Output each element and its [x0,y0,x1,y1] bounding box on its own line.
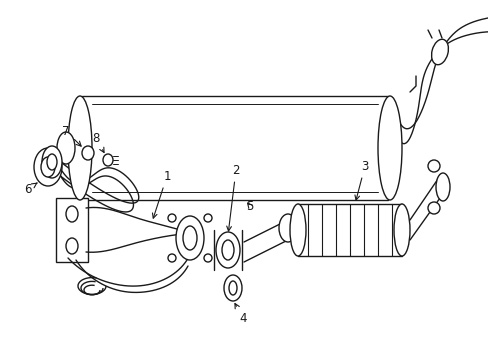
Ellipse shape [203,254,212,262]
Ellipse shape [57,132,75,164]
Ellipse shape [427,202,439,214]
Text: 8: 8 [92,131,104,153]
Text: 4: 4 [234,303,246,324]
Text: 5: 5 [246,199,253,212]
Text: 6: 6 [24,183,37,195]
Ellipse shape [216,232,240,268]
Text: 3: 3 [354,159,368,200]
Ellipse shape [279,214,296,242]
Ellipse shape [42,146,62,178]
Ellipse shape [228,281,237,295]
Ellipse shape [66,238,78,254]
Ellipse shape [168,254,176,262]
Ellipse shape [47,154,57,170]
Ellipse shape [224,275,242,301]
Ellipse shape [168,214,176,222]
Text: 1: 1 [152,170,170,218]
Ellipse shape [103,154,113,166]
Ellipse shape [427,160,439,172]
Ellipse shape [82,146,94,160]
Ellipse shape [377,96,401,200]
Text: 7: 7 [62,125,81,146]
Ellipse shape [203,214,212,222]
Ellipse shape [41,157,55,177]
Ellipse shape [176,216,203,260]
Polygon shape [56,198,88,262]
Ellipse shape [183,226,197,250]
Ellipse shape [393,204,409,256]
Text: 2: 2 [226,163,239,231]
Ellipse shape [222,240,234,260]
Ellipse shape [68,96,92,200]
Ellipse shape [435,173,449,201]
Ellipse shape [289,204,305,256]
Ellipse shape [66,206,78,222]
Ellipse shape [34,148,62,186]
Ellipse shape [431,39,447,65]
